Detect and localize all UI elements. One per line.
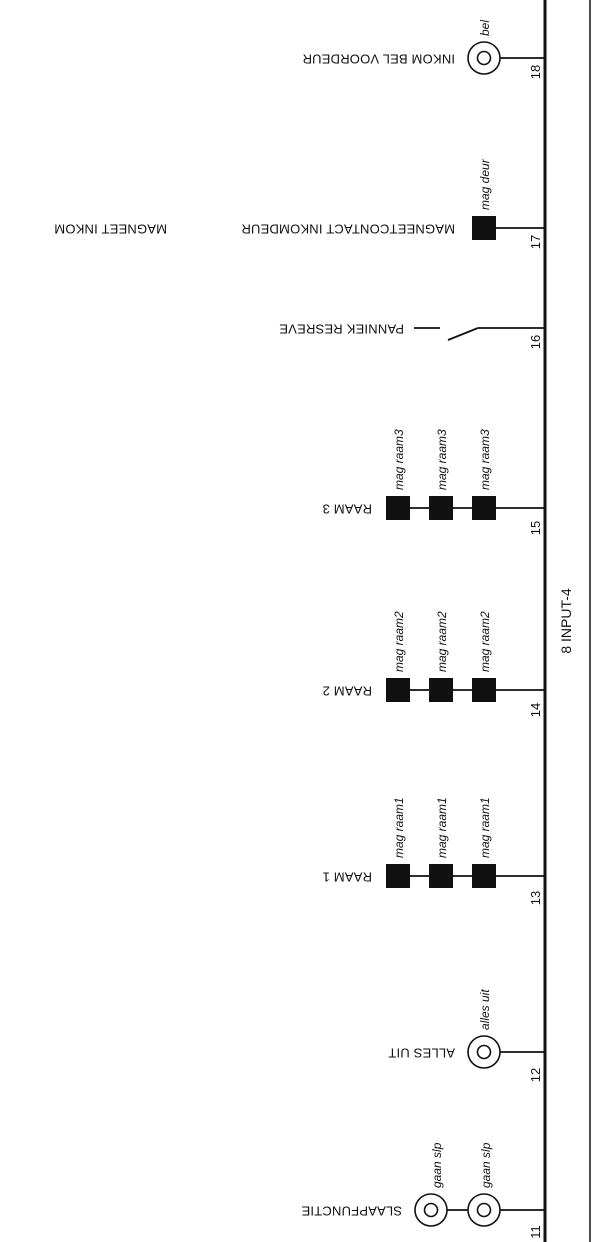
- switch-contact-icon: [447, 327, 479, 341]
- magnetic-contact-icon: [472, 864, 496, 888]
- magnetic-contact-icon: [429, 678, 453, 702]
- terminal-13: 13 RAAM 1 mag raam1 mag raam1 mag raam1: [322, 797, 546, 905]
- terminal-secondary-label: MAGNEET INKOM: [54, 222, 167, 237]
- terminal-label: RAAM 3: [322, 502, 372, 517]
- terminal-number: 16: [528, 335, 543, 349]
- magnetic-contact-icon: [472, 496, 496, 520]
- terminal-15: 15 RAAM 3 mag raam3 mag raam3 mag raam3: [322, 429, 546, 535]
- terminal-number: 17: [528, 235, 543, 249]
- device-label: mag raam2: [392, 611, 406, 672]
- terminal-17: 17 MAGNEETCONTACT INKOMDEUR MAGNEET INKO…: [54, 158, 546, 249]
- device-label: mag raam3: [478, 429, 492, 490]
- terminal-18: 18 INKOM BEL VOORDEUR bel: [302, 20, 546, 79]
- device-label: alles uit: [478, 989, 492, 1030]
- magnetic-contact-icon: [386, 864, 410, 888]
- terminal-11: 11 SLAAPFUNCTIE gaan slp gaan slp: [301, 1142, 546, 1239]
- terminal-number: 13: [528, 891, 543, 905]
- terminal-number: 18: [528, 65, 543, 79]
- magnetic-contact-icon: [429, 864, 453, 888]
- terminal-label: MAGNEETCONTACT INKOMDEUR: [241, 222, 455, 237]
- device-label: mag raam2: [478, 611, 492, 672]
- terminal-number: 11: [528, 1225, 543, 1239]
- terminal-number: 12: [528, 1068, 543, 1082]
- terminal-label: INKOM BEL VOORDEUR: [302, 52, 455, 67]
- terminal-label: RAAM 2: [322, 684, 372, 699]
- device-label: mag raam1: [392, 797, 406, 858]
- device-label: mag raam2: [435, 611, 449, 672]
- terminal-12: 12 ALLES UIT alles uit: [388, 989, 546, 1082]
- magnetic-contact-icon: [429, 496, 453, 520]
- magnetic-contact-icon: [386, 678, 410, 702]
- device-label: mag raam1: [435, 797, 449, 858]
- magnetic-contact-icon: [386, 496, 410, 520]
- terminal-label: RAAM 1: [322, 870, 372, 885]
- device-label: mag deur: [478, 158, 492, 210]
- terminal-label: ALLES UIT: [388, 1046, 455, 1061]
- device-label: bel: [478, 20, 492, 36]
- device-label: gaan slp: [430, 1142, 444, 1188]
- device-label: mag raam3: [392, 429, 406, 490]
- terminal-label: PANNIEK RESREVE: [279, 322, 404, 337]
- magnetic-contact-icon: [472, 678, 496, 702]
- device-label: mag raam1: [478, 797, 492, 858]
- terminal-14: 14 RAAM 2 mag raam2 mag raam2 mag raam2: [322, 611, 546, 717]
- device-label: gaan slp: [479, 1142, 493, 1188]
- terminal-number: 14: [528, 703, 543, 717]
- bus-label: 8 INPUT-4: [558, 588, 574, 654]
- device-label: mag raam3: [435, 429, 449, 490]
- terminal-label: SLAAPFUNCTIE: [301, 1204, 402, 1219]
- terminal-16: 16 PANNIEK RESREVE: [279, 318, 546, 349]
- terminal-number: 15: [528, 521, 543, 535]
- magnetic-contact-icon: [472, 216, 496, 240]
